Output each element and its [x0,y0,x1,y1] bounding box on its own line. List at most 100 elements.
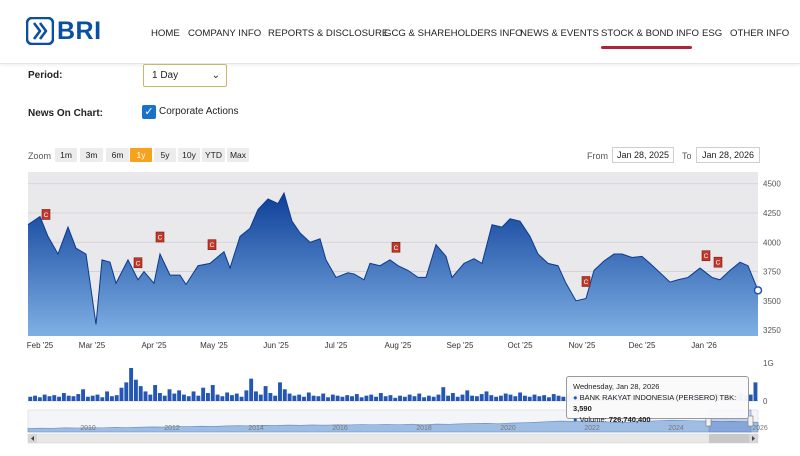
nav-item-reports-disclosure[interactable]: REPORTS & DISCLOSURE [268,28,388,39]
tooltip-series-name: BANK RAKYAT INDONESIA (PERSERO) TBK: [580,393,737,402]
navigator-year-label: 2018 [416,425,432,432]
y-tick-label: 3750 [763,268,781,277]
zoom-button-5y[interactable]: 5y [154,148,176,162]
volume-bar [264,386,268,401]
x-tick-label: Feb '25 [27,341,54,350]
period-label: Period: [28,70,62,81]
zoom-button-1m[interactable]: 1m [55,148,77,162]
volume-bar [518,392,522,401]
volume-bar [547,397,551,401]
volume-bar [153,385,157,401]
volume-bar [76,394,80,401]
volume-bar [331,395,335,401]
volume-bar [172,394,176,401]
corporate-action-flag: C [714,257,722,267]
nav-item-gcg-shareholders-info[interactable]: GCG & SHAREHOLDERS INFO [384,28,523,39]
period-select[interactable]: 1 Day ⌄ [143,64,227,87]
corporate-action-flag-letter: C [704,253,709,260]
volume-bar [96,395,100,401]
corporate-action-flag: C [42,209,50,219]
volume-bar [504,394,508,401]
volume-bar [398,396,402,401]
nav-item-other-info[interactable]: OTHER INFO [730,28,789,39]
corporate-action-flag: C [156,232,164,242]
zoom-button-6m[interactable]: 6m [106,148,129,162]
volume-bar [427,396,431,401]
range-to-input[interactable]: Jan 28, 2026 [696,147,760,163]
volume-bar [355,394,359,401]
volume-bar [513,396,517,401]
zoom-label: Zoom [28,151,51,161]
volume-bar [456,397,460,401]
volume-bar [134,380,138,401]
x-tick-label: Dec '25 [629,341,656,350]
volume-bar [67,396,71,401]
volume-bar [28,397,32,401]
volume-bar [110,396,114,401]
zoom-button-3m[interactable]: 3m [80,148,103,162]
x-tick-label: Mar '25 [79,341,106,350]
corporate-action-flag-letter: C [584,279,589,286]
x-tick-label: Jan '26 [691,341,717,350]
volume-bar [537,396,541,401]
volume-bar [297,395,301,401]
volume-bar [321,394,325,401]
volume-bar [220,396,224,401]
zoom-button-ytd[interactable]: YTD [202,148,225,162]
volume-bar [470,396,474,401]
volume-bar [230,395,234,401]
corporate-action-flag: C [134,258,142,268]
corporate-action-flag: C [702,251,710,261]
nav-item-stock-bond-info[interactable]: STOCK & BOND INFO [601,28,699,39]
volume-bar [557,396,561,401]
y-tick-label: 3250 [763,326,781,335]
volume-bar [393,398,397,401]
corporate-actions-checkbox[interactable]: ✓ [142,105,156,119]
series-dot-icon: ● [573,393,578,402]
news-on-chart-label: News On Chart: [28,108,103,119]
range-from-label: From [587,151,608,161]
volume-bar [417,394,421,401]
navigator-year-label: 2022 [584,425,600,432]
volume-bar [451,393,455,401]
volume-bar [177,390,181,401]
tooltip-price: 3,590 [573,404,592,413]
tooltip-price-row: ● BANK RAKYAT INDONESIA (PERSERO) TBK: 3… [573,392,742,414]
navigator-scrollbar-thumb [709,434,749,443]
volume-bar [307,392,311,401]
range-to-label: To [682,151,692,161]
volume-bar [57,397,61,401]
volume-bar [158,393,162,401]
nav-item-esg[interactable]: ESG [702,28,722,39]
zoom-button-max[interactable]: Max [227,148,249,162]
range-from-input[interactable]: Jan 28, 2025 [612,147,674,163]
volume-bar [168,389,172,401]
volume-bar [340,397,344,401]
nav-item-news-events[interactable]: NEWS & EVENTS [520,28,599,39]
volume-bar [254,391,258,401]
navigator-year-label: 2024 [668,425,684,432]
nav-item-company-info[interactable]: COMPANY INFO [188,28,261,39]
zoom-button-1y[interactable]: 1y [130,148,152,162]
volume-bar [480,394,484,401]
volume-bar [259,395,263,401]
nav-item-home[interactable]: HOME [151,28,180,39]
navigator-year-label: 2020 [500,425,516,432]
volume-dot-icon: ● [573,415,578,424]
volume-bar [384,396,388,401]
volume-bar [316,396,320,401]
volume-bar [206,393,210,401]
volume-bar [437,395,441,401]
volume-bar [72,396,76,401]
volume-bar [441,387,445,401]
volume-bar [422,397,426,401]
volume-bar [144,391,148,401]
y-tick-label: 4000 [763,238,781,247]
volume-bar [336,396,340,401]
volume-bar [225,392,229,401]
corporate-action-flag: C [392,242,400,252]
volume-bar [216,395,220,401]
zoom-button-10y[interactable]: 10y [178,148,200,162]
volume-bar [244,390,248,401]
volume-bar [187,396,191,401]
